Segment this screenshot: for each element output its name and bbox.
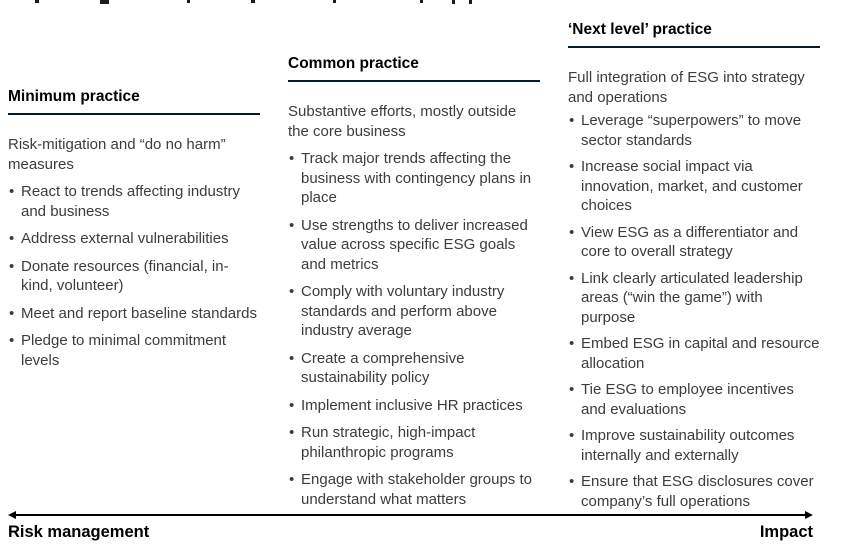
- bullet-item: Track major trends affecting the busines…: [288, 149, 540, 208]
- axis-arrow: [8, 509, 813, 521]
- bullet-item: Embed ESG in capital and resource alloca…: [568, 334, 820, 373]
- bullet-item: Comply with voluntary industry standards…: [288, 282, 540, 341]
- bullet-item: Address external vulnerabilities: [8, 229, 260, 249]
- column-title-underline: [568, 46, 820, 48]
- column-minimum-practice: Minimum practice Risk-mitigation and “do…: [8, 88, 260, 378]
- bullet-item: Donate resources (financial, in-kind, vo…: [8, 257, 260, 296]
- bullet-item: Implement inclusive HR practices: [288, 396, 540, 416]
- column-title: ‘Next level’ practice: [568, 21, 712, 38]
- column-title-underline: [8, 113, 260, 115]
- bullet-list: Leverage “superpowers” to move sector st…: [568, 111, 820, 511]
- bullet-item: Ensure that ESG disclosures cover compan…: [568, 472, 820, 511]
- column-common-practice: Common practice Substantive efforts, mos…: [288, 55, 540, 517]
- left-arrowhead-icon: [8, 510, 16, 519]
- bullet-item: React to trends affecting industry and b…: [8, 182, 260, 221]
- cropped-text-remnant: [0, 0, 520, 4]
- bullet-item: Increase social impact via innovation, m…: [568, 157, 820, 216]
- bullet-item: Improve sustainability outcomes internal…: [568, 426, 820, 465]
- right-arrowhead-icon: [805, 510, 813, 519]
- column-title: Common practice: [288, 55, 419, 72]
- bullet-item: Tie ESG to employee incentives and evalu…: [568, 380, 820, 419]
- bullet-item: Link clearly articulated leadership area…: [568, 269, 820, 328]
- axis-line: [13, 514, 808, 516]
- bullet-list: React to trends affecting industry and b…: [8, 182, 260, 370]
- column-next-level-practice: ‘Next level’ practice Full integration o…: [568, 21, 820, 518]
- bullet-item: View ESG as a differentiator and core to…: [568, 223, 820, 262]
- column-title: Minimum practice: [8, 88, 140, 105]
- bullet-item: Engage with stakeholder groups to unders…: [288, 470, 540, 509]
- axis-label-impact: Impact: [759, 523, 813, 541]
- axis-label-risk-management: Risk management: [8, 523, 150, 541]
- column-subtitle: Risk-mitigation and “do no harm” measure…: [8, 136, 226, 173]
- column-subtitle: Substantive efforts, mostly outside the …: [288, 103, 517, 140]
- bullet-item: Run strategic, high-impact philanthropic…: [288, 423, 540, 462]
- bullet-item: Leverage “superpowers” to move sector st…: [568, 111, 820, 150]
- bullet-item: Use strengths to deliver increased value…: [288, 216, 540, 275]
- bullet-item: Pledge to minimal commitment levels: [8, 331, 260, 370]
- bullet-item: Meet and report baseline standards: [8, 304, 260, 324]
- bullet-list: Track major trends affecting the busines…: [288, 149, 540, 509]
- column-title-underline: [288, 80, 540, 82]
- bullet-item: Create a comprehensive sustainability po…: [288, 349, 540, 388]
- column-subtitle: Full integration of ESG into strategy an…: [568, 69, 805, 106]
